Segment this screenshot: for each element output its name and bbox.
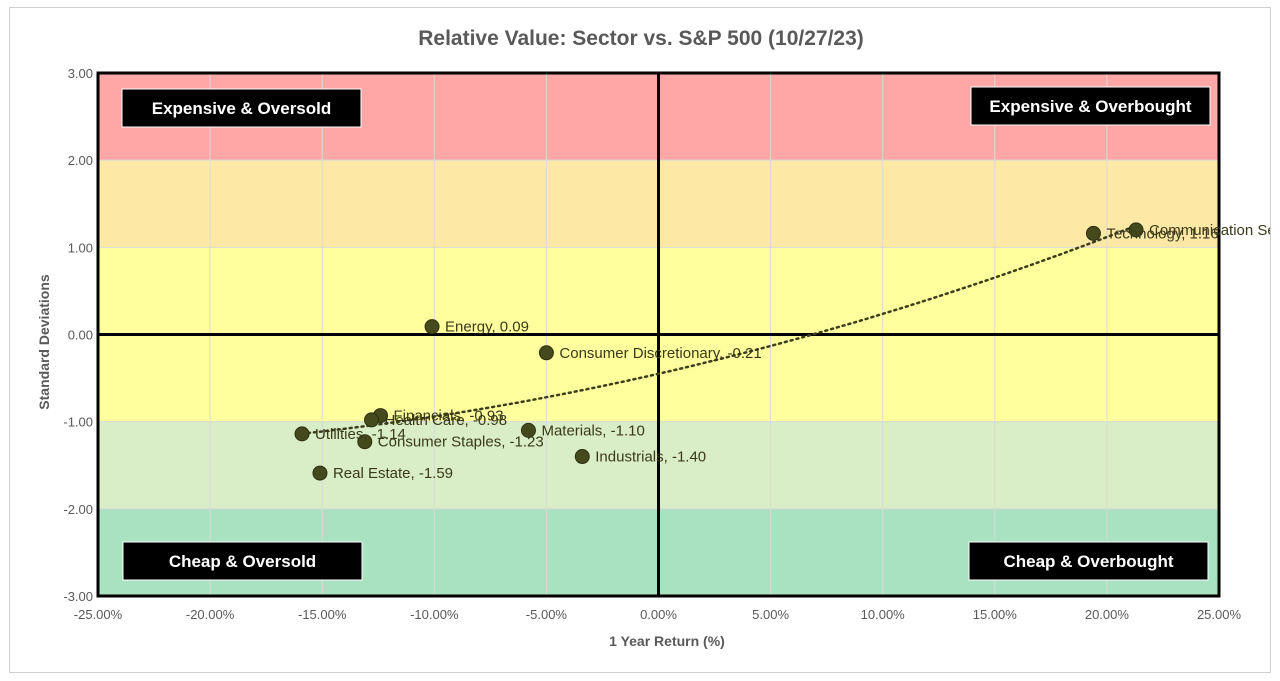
y-tick-label: 0.00 xyxy=(68,328,93,343)
y-tick-label: -2.00 xyxy=(63,502,93,517)
quadrant-label: Cheap & Overbought xyxy=(1003,552,1173,571)
x-axis-title: 1 Year Return (%) xyxy=(609,633,725,649)
x-tick-label: 5.00% xyxy=(752,607,789,622)
data-label: Consumer Discretionary, -0.21 xyxy=(559,345,761,362)
quadrant-label: Expensive & Oversold xyxy=(152,99,332,118)
data-label: Financials, -0.93 xyxy=(393,408,503,425)
data-point xyxy=(520,422,536,438)
x-tick-label: -15.00% xyxy=(298,607,347,622)
data-point xyxy=(1128,222,1144,238)
quadrant-bottom-right xyxy=(657,333,1221,598)
quadrant-label-box xyxy=(121,88,362,128)
data-point xyxy=(574,449,590,465)
points-layer xyxy=(294,222,1144,481)
data-label: Materials, -1.10 xyxy=(541,422,644,439)
quadrant-borders xyxy=(96,71,1221,598)
chart-title: Relative Value: Sector vs. S&P 500 (10/2… xyxy=(418,27,864,50)
data-point xyxy=(538,345,554,361)
y-tick-label: 2.00 xyxy=(68,153,93,168)
y-axis-title: Standard Deviations xyxy=(36,274,52,410)
trendline-layer xyxy=(300,224,1138,435)
point-labels-layer: Communication Services, 1.20Technology, … xyxy=(315,222,1270,482)
data-point xyxy=(424,319,440,335)
x-tick-label: 20.00% xyxy=(1085,607,1130,622)
x-tick-label: -25.00% xyxy=(74,607,123,622)
y-tick-label: -3.00 xyxy=(63,589,93,604)
quadrant-labels-layer: Expensive & Oversold Expensive & Overboug… xyxy=(121,86,1211,581)
x-tick-label: -10.00% xyxy=(410,607,459,622)
y-tick-label: 1.00 xyxy=(68,240,93,255)
data-label: Energy, 0.09 xyxy=(445,319,529,336)
data-point xyxy=(312,465,328,481)
quadrant-label: Cheap & Oversold xyxy=(169,552,316,571)
data-label: Industrials, -1.40 xyxy=(595,449,706,466)
x-tick-label: -20.00% xyxy=(186,607,235,622)
quadrant-label-box xyxy=(970,86,1211,126)
quadrant-label-box xyxy=(968,541,1209,581)
x-tick-labels: -25.00% -20.00% -15.00% -10.00% -5.00% 0.00% 5… xyxy=(74,607,1242,622)
y-tick-labels: 3.00 2.00 1.00 0.00 -1.00 -2.00 -3.00 xyxy=(63,66,93,604)
chart-frame: Relative Value: Sector vs. S&P 500 (10/2… xyxy=(9,7,1271,673)
scatter-chart: Relative Value: Sector vs. S&P 500 (10/2… xyxy=(36,27,1270,649)
data-point xyxy=(294,426,310,442)
trendline xyxy=(300,224,1138,435)
data-label: Consumer Staples, -1.23 xyxy=(378,434,544,451)
data-label: Real Estate, -1.59 xyxy=(333,465,453,482)
quadrant-label-box xyxy=(122,541,363,581)
data-label: Utilities, -1.14 xyxy=(315,426,406,443)
x-tick-label: 0.00% xyxy=(640,607,677,622)
y-tick-label: 3.00 xyxy=(68,66,93,81)
data-label: Technology, 1.16 xyxy=(1106,225,1218,242)
quadrant-label: Expensive & Overbought xyxy=(989,97,1191,116)
data-point xyxy=(1085,225,1101,241)
x-tick-label: 15.00% xyxy=(973,607,1018,622)
x-tick-label: 10.00% xyxy=(861,607,906,622)
y-tick-label: -1.00 xyxy=(63,415,93,430)
x-tick-label: -5.00% xyxy=(526,607,568,622)
x-tick-label: 25.00% xyxy=(1197,607,1242,622)
data-point xyxy=(364,412,380,428)
data-label: Communication Services, 1.20 xyxy=(1149,222,1270,239)
data-label: Health Care, -0.98 xyxy=(385,412,508,429)
data-point xyxy=(357,434,373,450)
